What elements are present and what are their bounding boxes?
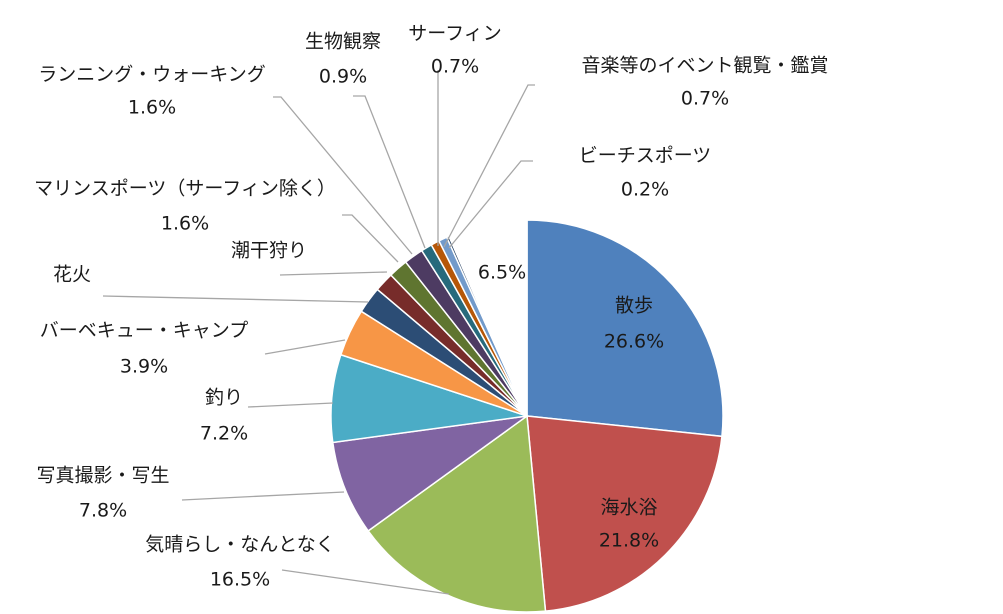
category-label-11: 生物観察 (305, 31, 381, 53)
leader-line-9 (342, 214, 399, 263)
category-label-13: 音楽等のイベント観覧・鑑賞 (581, 55, 828, 77)
percent-label-10: 1.6% (128, 97, 176, 119)
leader-line-5 (247, 402, 334, 408)
category-label-6: バーベキュー・キャンプ (40, 320, 248, 342)
category-label-1: 散歩 (615, 295, 653, 317)
leader-line-3 (281, 569, 450, 595)
category-label-3: 気晴らし・なんとなく (145, 534, 334, 556)
category-label-7: 花火 (53, 264, 91, 286)
category-label-5: 釣り (205, 387, 243, 409)
category-label-12: サーフィン (408, 23, 501, 45)
data-labels: 散歩 26.6% 海水浴 21.8% 気晴らし・なんとなく 16.5% 写真撮影・写生 7.8… (34, 23, 828, 591)
pie-slice-3 (367, 414, 547, 613)
percent-label-12: 0.7% (431, 56, 479, 78)
leader-lines (102, 70, 535, 595)
leader-line-13 (443, 84, 535, 248)
leader-line-8 (279, 271, 388, 276)
leader-line-4 (181, 491, 345, 501)
percent-label-15: 6.5% (478, 262, 526, 284)
category-label-2: 海水浴 (600, 497, 657, 519)
category-label-9: マリンスポーツ（サーフィン除く） (34, 178, 336, 200)
leader-line-11 (353, 95, 426, 249)
percent-label-4: 7.8% (79, 500, 127, 522)
percent-label-2: 21.8% (599, 530, 659, 552)
percent-label-1: 26.6% (604, 331, 664, 353)
percent-label-9: 1.6% (161, 213, 209, 235)
category-label-4: 写真撮影・写生 (36, 465, 169, 487)
category-label-10: ランニング・ウォーキング (38, 64, 265, 86)
pie-slices (330, 219, 724, 613)
leader-line-6 (264, 339, 346, 355)
percent-label-11: 0.9% (319, 66, 367, 88)
percent-label-6: 3.9% (120, 356, 168, 378)
percent-label-5: 7.2% (200, 423, 248, 445)
pie-slice-1 (526, 219, 724, 438)
percent-label-3: 16.5% (210, 569, 270, 591)
category-label-8: 潮干狩り (231, 240, 307, 262)
leader-line-7 (102, 295, 369, 303)
leader-line-14 (448, 160, 533, 249)
percent-label-14: 0.2% (621, 179, 669, 201)
category-label-14: ビーチスポーツ (579, 145, 712, 167)
percent-label-13: 0.7% (681, 88, 729, 110)
pie-slice-4 (331, 415, 528, 532)
leader-line-10 (273, 96, 413, 255)
pie-slice-2 (526, 415, 723, 612)
